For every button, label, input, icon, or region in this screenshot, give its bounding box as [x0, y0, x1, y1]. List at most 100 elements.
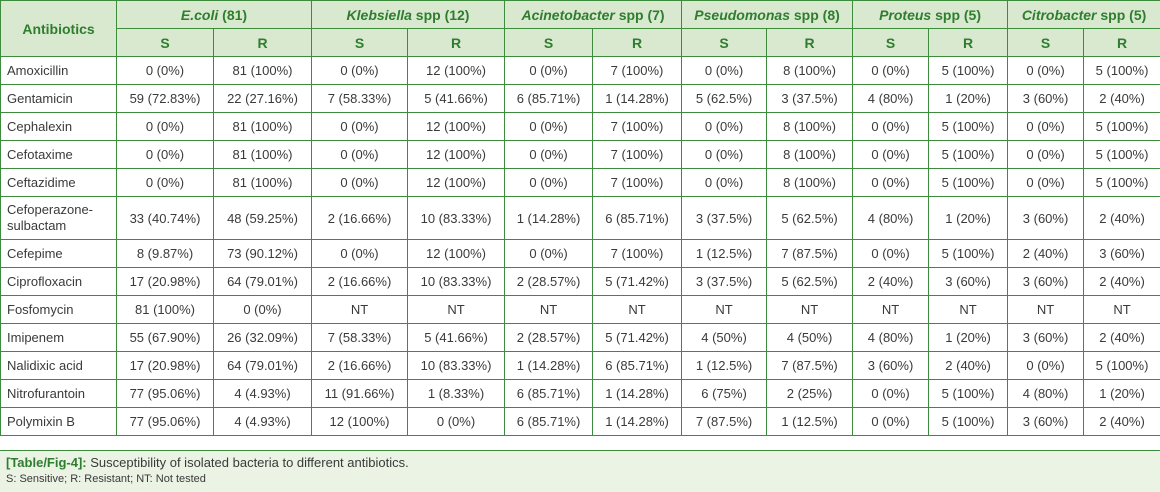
organism-header-row: Antibiotics E.coli (81) Klebsiella spp (…	[0, 0, 1160, 57]
resistant-value-cell: 12 (100%)	[406, 140, 506, 169]
sensitive-value-cell: 0 (0%)	[1007, 56, 1085, 85]
organism-count: spp (12)	[411, 6, 470, 23]
sensitive-value-cell: 0 (0%)	[852, 239, 930, 268]
sensitive-value-cell: 0 (0%)	[1007, 140, 1085, 169]
resistant-value-cell: 5 (100%)	[1083, 140, 1160, 169]
sr-header-row: S R S R S R S R S R S R	[1, 28, 1160, 57]
resistant-value-cell: 48 (59.25%)	[213, 196, 312, 240]
s-column-header: S	[504, 28, 594, 57]
sensitive-value-cell: 6 (85.71%)	[504, 407, 594, 436]
sensitive-value-cell: 0 (0%)	[1007, 351, 1085, 380]
sensitive-value-cell: NT	[852, 295, 930, 324]
resistant-value-cell: NT	[766, 295, 854, 324]
resistant-value-cell: 0 (0%)	[213, 295, 312, 324]
resistant-value-cell: 8 (100%)	[766, 56, 854, 85]
resistant-value-cell: NT	[928, 295, 1009, 324]
r-column-header: R	[592, 28, 683, 57]
sensitive-value-cell: 1 (12.5%)	[681, 239, 768, 268]
resistant-value-cell: 8 (100%)	[766, 112, 854, 141]
sensitive-value-cell: 2 (16.66%)	[311, 351, 408, 380]
sensitive-value-cell: 55 (67.90%)	[116, 323, 214, 352]
resistant-value-cell: 3 (37.5%)	[766, 84, 854, 113]
r-column-header: R	[213, 28, 312, 57]
s-column-header: S	[311, 28, 408, 57]
resistant-value-cell: 7 (87.5%)	[766, 239, 854, 268]
caption-footnote: S: Sensitive; R: Resistant; NT: Not test…	[6, 473, 206, 485]
sensitive-value-cell: 0 (0%)	[1007, 168, 1085, 197]
resistant-value-cell: 2 (40%)	[1083, 267, 1160, 296]
resistant-value-cell: 7 (100%)	[592, 140, 683, 169]
resistant-value-cell: 5 (71.42%)	[592, 267, 683, 296]
r-column-header: R	[1083, 28, 1160, 57]
sensitive-value-cell: 0 (0%)	[852, 112, 930, 141]
antibiotic-name-cell: Imipenem	[0, 323, 117, 352]
sensitive-value-cell: 7 (58.33%)	[311, 323, 408, 352]
sensitive-value-cell: 4 (80%)	[852, 84, 930, 113]
sensitive-value-cell: 77 (95.06%)	[116, 379, 214, 408]
resistant-value-cell: 2 (40%)	[928, 351, 1009, 380]
resistant-value-cell: 1 (20%)	[928, 84, 1009, 113]
sensitive-value-cell: 0 (0%)	[504, 140, 594, 169]
sensitive-value-cell: 0 (0%)	[116, 56, 214, 85]
organism-count: spp (5)	[1096, 6, 1147, 23]
table-row: Imipenem 55 (67.90%) 26 (32.09%) 7 (58.33%)…	[0, 323, 1160, 352]
antibiotic-name-cell: Nitrofurantoin	[0, 379, 117, 408]
sensitive-value-cell: 81 (100%)	[116, 295, 214, 324]
sensitive-value-cell: 0 (0%)	[504, 168, 594, 197]
resistant-value-cell: 12 (100%)	[406, 112, 506, 141]
resistant-value-cell: 5 (100%)	[1083, 112, 1160, 141]
sensitive-value-cell: 5 (62.5%)	[681, 84, 768, 113]
resistant-value-cell: 7 (100%)	[592, 239, 683, 268]
resistant-value-cell: 2 (40%)	[1083, 84, 1160, 113]
antibiotic-name-cell: Gentamicin	[0, 84, 117, 113]
sensitive-value-cell: 3 (60%)	[1007, 84, 1085, 113]
sensitive-value-cell: 0 (0%)	[504, 56, 594, 85]
sensitive-value-cell: 1 (12.5%)	[681, 351, 768, 380]
resistant-value-cell: 5 (100%)	[928, 379, 1009, 408]
s-column-header: S	[1007, 28, 1085, 57]
resistant-value-cell: 1 (14.28%)	[592, 379, 683, 408]
sensitive-value-cell: 2 (40%)	[1007, 239, 1085, 268]
sensitive-value-cell: 7 (87.5%)	[681, 407, 768, 436]
resistant-value-cell: 2 (40%)	[1083, 407, 1160, 436]
resistant-value-cell: 1 (20%)	[928, 196, 1009, 240]
table-row: Cephalexin 0 (0%) 81 (100%) 0 (0%) 12 (100%)…	[0, 112, 1160, 141]
resistant-value-cell: 2 (25%)	[766, 379, 854, 408]
sensitive-value-cell: 3 (60%)	[1007, 267, 1085, 296]
table-row: Fosfomycin 81 (100%) 0 (0%) NT NT NT NT NT NT NT N…	[0, 295, 1160, 324]
s-column-header: S	[852, 28, 930, 57]
sensitive-value-cell: 0 (0%)	[852, 56, 930, 85]
sensitive-value-cell: 3 (60%)	[1007, 323, 1085, 352]
table-row: Cefepime 8 (9.87%) 73 (90.12%) 0 (0%) 12 (10…	[0, 239, 1160, 268]
resistant-value-cell: 5 (100%)	[928, 56, 1009, 85]
organism-header-klebsiella: Klebsiella spp (12)	[310, 0, 506, 29]
sensitive-value-cell: 0 (0%)	[681, 112, 768, 141]
sensitive-value-cell: NT	[311, 295, 408, 324]
resistant-value-cell: 4 (4.93%)	[213, 407, 312, 436]
sensitive-value-cell: 0 (0%)	[504, 112, 594, 141]
resistant-value-cell: 12 (100%)	[406, 239, 506, 268]
organism-header-proteus: Proteus spp (5)	[852, 0, 1009, 29]
resistant-value-cell: 81 (100%)	[213, 168, 312, 197]
antibiotic-name-cell: Cephalexin	[0, 112, 117, 141]
resistant-value-cell: 5 (100%)	[928, 112, 1009, 141]
caption-tag: [Table/Fig-4]:	[6, 455, 87, 470]
sensitive-value-cell: 3 (60%)	[1007, 196, 1085, 240]
sensitive-value-cell: 0 (0%)	[852, 168, 930, 197]
sensitive-value-cell: 3 (60%)	[1007, 407, 1085, 436]
sensitive-value-cell: 0 (0%)	[116, 140, 214, 169]
organism-header-acinetobacter: Acinetobacter spp (7)	[504, 0, 683, 29]
table-row: Nalidixic acid 17 (20.98%) 64 (79.01%) 2 (1…	[0, 351, 1160, 380]
r-column-header: R	[766, 28, 854, 57]
resistant-value-cell: NT	[592, 295, 683, 324]
sensitive-value-cell: 0 (0%)	[1007, 112, 1085, 141]
resistant-value-cell: 26 (32.09%)	[213, 323, 312, 352]
antibiotic-name-cell: Ciprofloxacin	[0, 267, 117, 296]
table-body: Amoxicillin 0 (0%) 81 (100%) 0 (0%) 12 (100%…	[0, 56, 1160, 436]
resistant-value-cell: 7 (100%)	[592, 56, 683, 85]
sensitive-value-cell: 2 (16.66%)	[311, 267, 408, 296]
sensitive-value-cell: 3 (60%)	[852, 351, 930, 380]
caption-text: Susceptibility of isolated bacteria to d…	[86, 455, 409, 470]
table-row: Nitrofurantoin 77 (95.06%) 4 (4.93%) 11 (91…	[0, 379, 1160, 408]
r-column-header: R	[406, 28, 506, 57]
